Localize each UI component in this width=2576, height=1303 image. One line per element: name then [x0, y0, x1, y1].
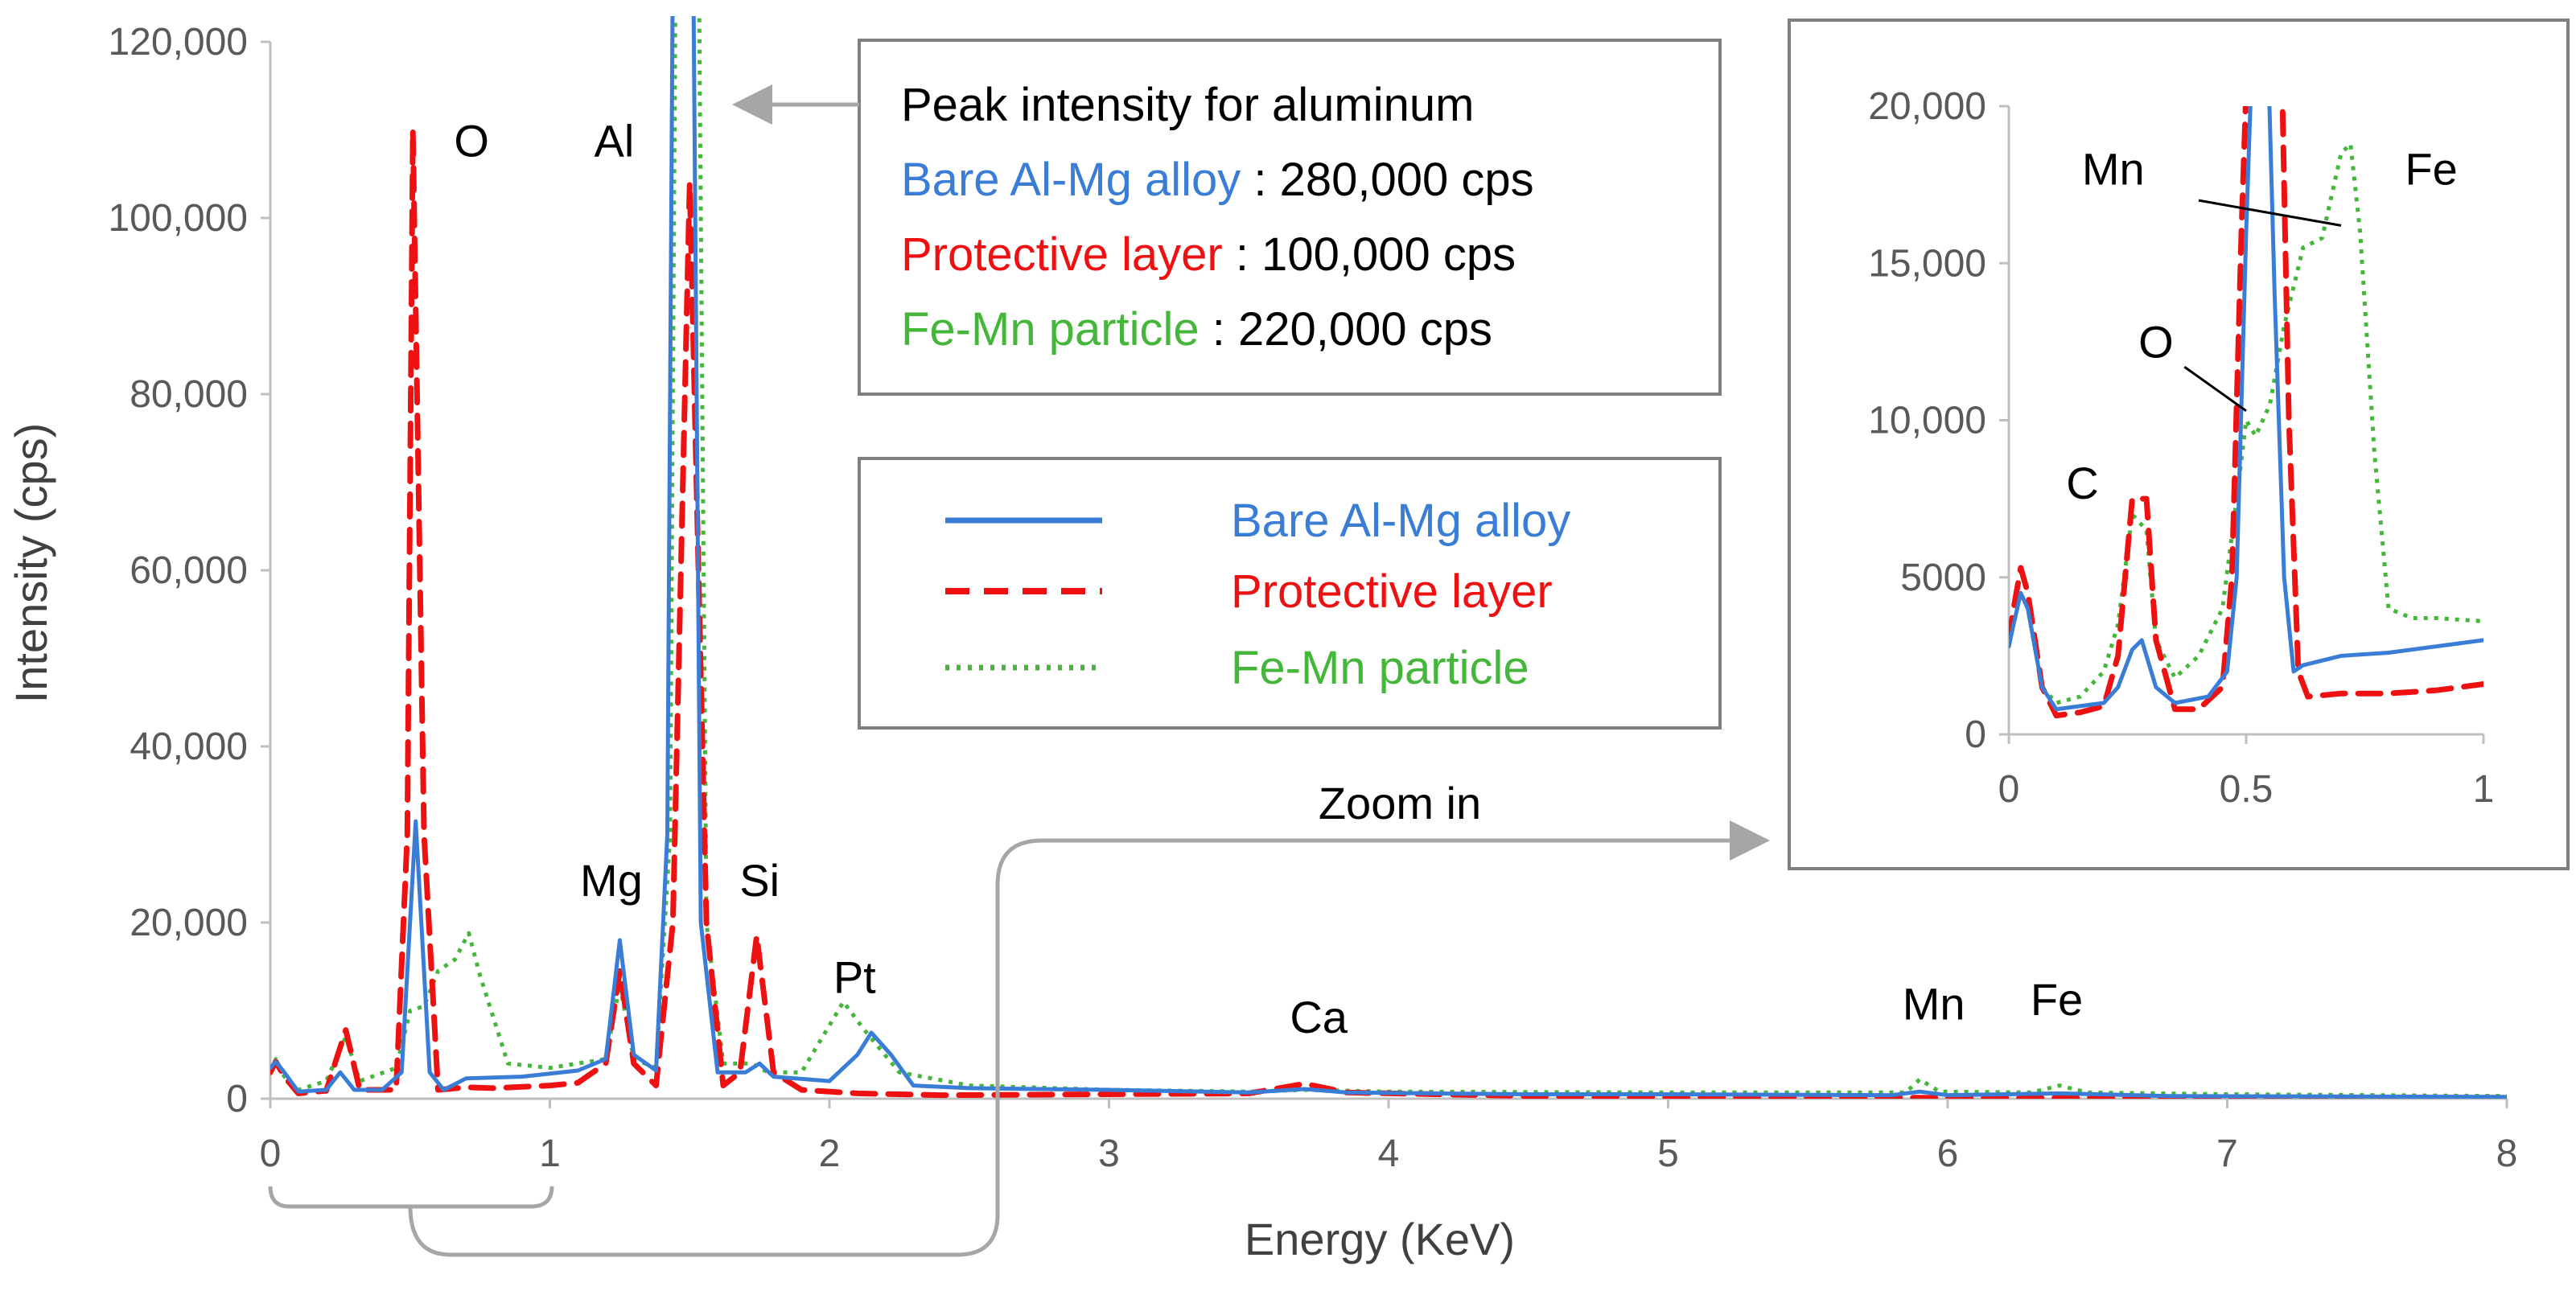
- info-box-frame: [858, 39, 1722, 396]
- inset-series: [2009, 106, 2483, 719]
- main-y-tick-label: 20,000: [130, 902, 248, 944]
- main-x-tick-label: 4: [1378, 1132, 1400, 1175]
- main-peak-label: Pt: [833, 952, 876, 1003]
- info-row-protective-value: : 100,000 cps: [1223, 228, 1516, 281]
- main-y-tick-label: 100,000: [108, 197, 248, 240]
- info-row-bare-value: : 280,000 cps: [1241, 154, 1533, 206]
- legend-label-bare: Bare Al-Mg alloy: [1231, 495, 1570, 547]
- main-x-tick-label: 1: [539, 1132, 561, 1175]
- zoom-connector: Zoom in: [268, 778, 1770, 1257]
- main-y-tick-label: 120,000: [108, 21, 248, 64]
- inset-peak-label: Fe: [2405, 144, 2457, 195]
- info-box: Peak intensity for aluminum Bare Al-Mg a…: [732, 39, 1722, 396]
- legend-label-femn: Fe-Mn particle: [1231, 642, 1529, 694]
- info-row-protective-name: Protective layer: [901, 228, 1223, 281]
- inset-leader-line: [2183, 365, 2247, 413]
- main-x-tick-label: 2: [819, 1132, 841, 1175]
- inset-y-tick-label: 5000: [1900, 557, 1986, 599]
- main-y-tick-label: 80,000: [130, 373, 248, 416]
- legend-label-protective: Protective layer: [1231, 565, 1553, 618]
- info-row-femn: Fe-Mn particle : 220,000 cps: [901, 303, 1492, 356]
- main-x-tick-label: 7: [2216, 1132, 2238, 1175]
- main-peak-label: O: [454, 115, 489, 166]
- inset-peak-label: O: [2138, 316, 2174, 367]
- main-series: [270, 16, 2507, 1099]
- inset-peak-label: C: [2066, 458, 2098, 508]
- main-x-tick-label: 8: [2496, 1132, 2518, 1175]
- info-row-bare-name: Bare Al-Mg alloy: [901, 154, 1241, 206]
- main-x-tick-label: 0: [260, 1132, 282, 1175]
- main-peak-label: Al: [595, 115, 635, 166]
- inset-y-tick-label: 0: [1965, 713, 1986, 756]
- info-row-bare: Bare Al-Mg alloy : 280,000 cps: [901, 154, 1534, 206]
- zoom-bracket: [268, 1186, 554, 1209]
- main-peak-label: Mg: [580, 855, 643, 906]
- x-axis-label: Energy (KeV): [1245, 1214, 1515, 1264]
- legend: Bare Al-Mg alloy Protective layer Fe-Mn …: [858, 457, 1722, 730]
- inset-x-tick-label: 0.5: [2220, 768, 2274, 811]
- main-peak-label: Ca: [1290, 992, 1348, 1042]
- y-axis-label: Intensity (cps): [6, 423, 56, 704]
- zoom-label: Zoom in: [1319, 778, 1481, 828]
- inset-leader-line: [2198, 199, 2342, 227]
- main-axes: 020,00040,00060,00080,000100,000120,0000…: [108, 21, 2517, 1175]
- main-chart: 020,00040,00060,00080,000100,000120,0000…: [6, 16, 2517, 1264]
- inset-y-tick-label: 20,000: [1868, 85, 1986, 128]
- inset-peak-label: Mn: [2082, 144, 2145, 195]
- main-y-tick-label: 60,000: [130, 549, 248, 592]
- main-peak-label: Fe: [2031, 974, 2083, 1025]
- info-box-heading: Peak intensity for aluminum: [901, 79, 1474, 131]
- inset-y-tick-label: 15,000: [1868, 242, 1986, 285]
- inset-x-tick-label: 0: [1998, 768, 2020, 811]
- main-x-tick-label: 5: [1657, 1132, 1679, 1175]
- main-x-tick-label: 3: [1098, 1132, 1120, 1175]
- main-x-tick-label: 6: [1937, 1132, 1959, 1175]
- main-y-tick-label: 0: [226, 1078, 248, 1120]
- inset-y-tick-label: 10,000: [1868, 400, 1986, 442]
- info-row-femn-value: : 220,000 cps: [1200, 303, 1492, 356]
- main-peak-label: Mn: [1903, 978, 1965, 1029]
- inset-frame: [1788, 18, 2570, 870]
- main-series-bare: [270, 16, 2507, 1099]
- info-row-protective: Protective layer : 100,000 cps: [901, 228, 1516, 281]
- main-annotations: O Al Mg Si Pt Ca Mn Fe: [454, 115, 2083, 1042]
- inset-annotations: C O Mn Fe: [2066, 144, 2458, 509]
- info-row-femn-name: Fe-Mn particle: [901, 303, 1200, 356]
- inset-series-bare: [2009, 106, 2483, 712]
- zoom-connector-line: [408, 820, 1770, 1257]
- inset-axes: 0 5000 10,000 15,000 20,000 0 0.5 1: [1868, 85, 2494, 811]
- inset-chart: 0 5000 10,000 15,000 20,000 0 0.5 1 C O Mn Fe: [1788, 18, 2570, 870]
- main-series-femn: [270, 16, 2507, 1099]
- inset-x-tick-label: 1: [2473, 768, 2495, 811]
- main-y-tick-label: 40,000: [130, 725, 248, 768]
- main-peak-label: Si: [739, 855, 780, 906]
